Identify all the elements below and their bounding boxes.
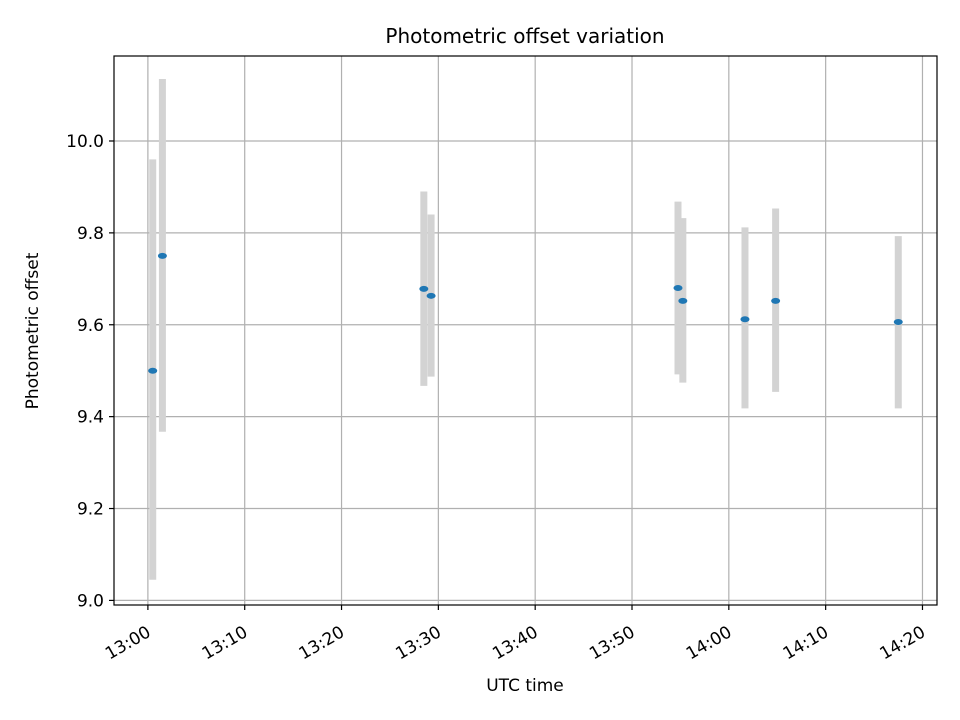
- y-tick-label: 9.0: [77, 591, 104, 611]
- data-points: [148, 252, 903, 374]
- data-point: [740, 316, 750, 323]
- data-point: [893, 319, 903, 326]
- plot-background: [114, 56, 937, 605]
- data-point: [426, 292, 436, 299]
- y-tick-label: 9.6: [77, 316, 104, 336]
- data-point: [148, 367, 158, 374]
- data-point: [673, 285, 683, 292]
- data-point: [419, 285, 429, 292]
- y-tick-label: 9.8: [77, 224, 104, 244]
- data-point: [771, 297, 781, 304]
- y-axis-label: Photometric offset: [23, 252, 43, 409]
- y-axis-ticks: 9.0 9.2 9.4 9.6 9.8 10.0: [66, 132, 114, 611]
- plot-frame: [113, 55, 938, 606]
- y-tick-label: 9.4: [77, 408, 104, 428]
- y-tick-label: 9.2: [77, 500, 104, 520]
- grid: [114, 56, 937, 605]
- data-point: [678, 297, 688, 304]
- data-point: [157, 252, 167, 259]
- x-axis-label: UTC time: [486, 676, 564, 696]
- y-tick-label: 10.0: [66, 132, 104, 152]
- chart-title: Photometric offset variation: [385, 24, 664, 48]
